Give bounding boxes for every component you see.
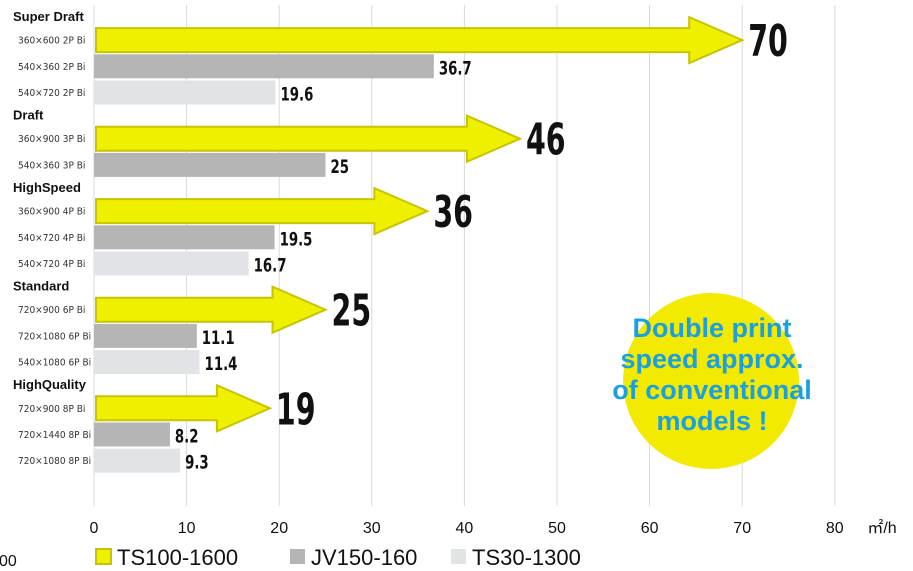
row-label: 540×1080 6P Bi [18, 358, 91, 369]
row-label: 720×900 8P Bi [18, 404, 85, 415]
bar-jv150 [94, 152, 326, 177]
x-tick-label: 50 [548, 520, 566, 537]
row-label: 540×720 4P Bi [18, 233, 85, 244]
value-label: 11.4 [205, 353, 238, 375]
value-label: 19.6 [280, 84, 313, 106]
value-label: 70 [748, 16, 788, 68]
value-label: 36.7 [439, 58, 472, 80]
x-tick-label: 60 [641, 520, 659, 537]
bar-ts30 [94, 251, 249, 276]
group-label: HighSpeed [13, 180, 81, 195]
x-tick-label: 0 [90, 520, 99, 537]
callout-text-line: models ! [656, 406, 767, 436]
group-label: HighQuality [13, 377, 87, 392]
x-tick-label: 30 [363, 520, 381, 537]
callout-text-line: speed approx. [620, 344, 803, 374]
legend-label: TS30-1300 [472, 545, 581, 570]
bar-jv150 [94, 225, 275, 250]
row-label: 540×720 4P Bi [18, 259, 85, 270]
bar-ts30 [94, 350, 200, 375]
legend: TS100-1600 JV150-160 TS30-1300 00 [0, 545, 581, 570]
value-label: 8.2 [175, 426, 199, 448]
legend-label: JV150-160 [311, 545, 417, 570]
bar-ts100-arrow [95, 15, 745, 65]
x-tick-label: 80 [826, 520, 844, 537]
bar-ts100-arrow [95, 186, 430, 236]
bar-ts30 [94, 448, 181, 473]
group-label: Standard [13, 279, 69, 294]
value-label: 36 [433, 187, 473, 239]
value-label: 46 [526, 115, 566, 167]
row-label: 360×900 3P Bi [18, 134, 85, 145]
row-label: 360×900 4P Bi [18, 207, 85, 218]
row-label: 540×360 2P Bi [18, 62, 85, 73]
bar-ts100-arrow [95, 285, 329, 335]
row-label: 540×360 3P Bi [18, 160, 85, 171]
value-label: 11.1 [202, 327, 235, 349]
value-label: 25 [331, 156, 350, 178]
value-label: 9.3 [185, 452, 209, 474]
callout-text-line: of conventional [612, 375, 812, 405]
bar-ts100-arrow [95, 114, 523, 164]
callout-text-line: Double print [633, 313, 792, 343]
x-tick-label: 10 [178, 520, 196, 537]
value-label: 25 [332, 286, 372, 338]
bar-jv150 [94, 54, 434, 79]
group-label: Super Draft [13, 9, 84, 24]
value-label: 19.5 [280, 229, 313, 251]
callout-circle [623, 293, 799, 469]
legend-label: TS100-1600 [117, 545, 238, 570]
x-tick-label: 70 [733, 520, 751, 537]
bar-jv150 [94, 323, 197, 348]
legend-swatch-ts100 [95, 548, 112, 565]
legend-swatch-ts30 [451, 549, 466, 564]
bar-jv150 [94, 422, 170, 447]
row-label: 360×600 2P Bi [18, 36, 85, 47]
group-label: Draft [13, 108, 44, 123]
row-label: 720×900 6P Bi [18, 305, 85, 316]
legend-swatch-jv150 [290, 549, 305, 564]
row-label: 720×1080 6P Bi [18, 331, 91, 342]
x-tick-label: 40 [456, 520, 474, 537]
value-label: 19 [276, 384, 316, 436]
row-labels: Super Draft 360×600 2P Bi 540×360 2P Bi 540… [13, 9, 91, 467]
row-label: 720×1440 8P Bi [18, 430, 91, 441]
x-axis-unit-label: ㎡/h [867, 519, 896, 537]
stray-label: 00 [0, 553, 17, 570]
row-label: 720×1080 8P Bi [18, 456, 91, 467]
bar-ts100-arrow [95, 383, 273, 433]
x-axis: 0 10 20 30 40 50 60 70 80 ㎡/h [90, 519, 897, 537]
x-tick-label: 20 [270, 520, 288, 537]
bar-ts30 [94, 80, 276, 105]
value-label: 16.7 [254, 255, 287, 277]
row-label: 540×720 2P Bi [18, 88, 85, 99]
bars: 70 36.7 19.6 46 25 36 19.5 16.7 25 11.1 11.4 19 8.2 9… [94, 15, 788, 474]
